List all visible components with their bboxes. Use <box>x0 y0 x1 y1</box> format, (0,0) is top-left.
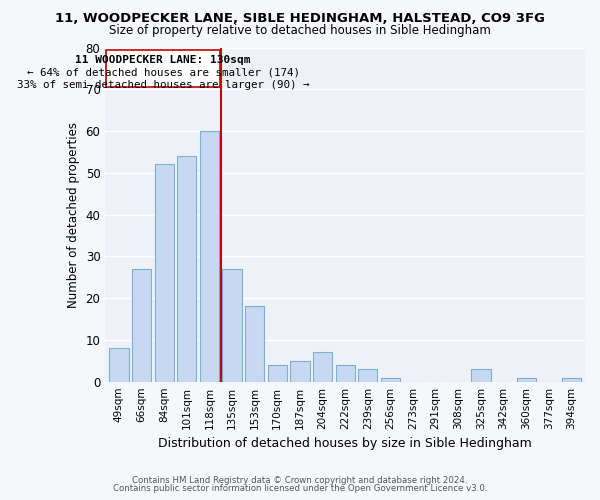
Bar <box>200 131 219 382</box>
Text: 33% of semi-detached houses are larger (90) →: 33% of semi-detached houses are larger (… <box>17 80 309 90</box>
Bar <box>223 269 242 382</box>
Bar <box>109 348 128 382</box>
Text: 11 WOODPECKER LANE: 130sqm: 11 WOODPECKER LANE: 130sqm <box>75 54 251 64</box>
X-axis label: Distribution of detached houses by size in Sible Hedingham: Distribution of detached houses by size … <box>158 437 532 450</box>
Bar <box>335 365 355 382</box>
Bar <box>313 352 332 382</box>
Text: ← 64% of detached houses are smaller (174): ← 64% of detached houses are smaller (17… <box>26 67 299 77</box>
Bar <box>245 306 264 382</box>
Bar <box>517 378 536 382</box>
Y-axis label: Number of detached properties: Number of detached properties <box>67 122 80 308</box>
Bar <box>132 269 151 382</box>
Bar <box>562 378 581 382</box>
Text: Contains public sector information licensed under the Open Government Licence v3: Contains public sector information licen… <box>113 484 487 493</box>
Text: Contains HM Land Registry data © Crown copyright and database right 2024.: Contains HM Land Registry data © Crown c… <box>132 476 468 485</box>
Bar <box>358 369 377 382</box>
Bar <box>155 164 174 382</box>
Bar <box>472 369 491 382</box>
FancyBboxPatch shape <box>106 50 220 87</box>
Bar <box>268 365 287 382</box>
Bar <box>381 378 400 382</box>
Text: Size of property relative to detached houses in Sible Hedingham: Size of property relative to detached ho… <box>109 24 491 37</box>
Bar <box>177 156 196 382</box>
Bar <box>290 361 310 382</box>
Text: 11, WOODPECKER LANE, SIBLE HEDINGHAM, HALSTEAD, CO9 3FG: 11, WOODPECKER LANE, SIBLE HEDINGHAM, HA… <box>55 12 545 26</box>
